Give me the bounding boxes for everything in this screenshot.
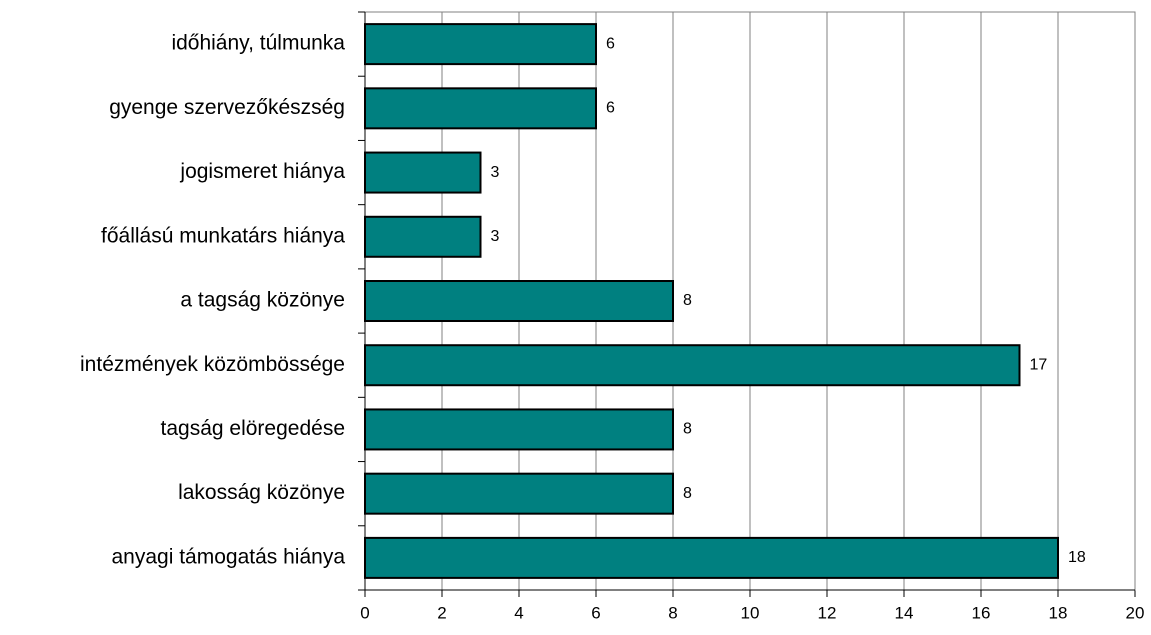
y-tick-label: tagság elöregedése xyxy=(161,417,345,440)
x-tick-label: 16 xyxy=(972,603,991,622)
x-tick-label: 8 xyxy=(668,603,677,622)
y-tick-label: a tagság közönye xyxy=(180,289,345,312)
data-label: 6 xyxy=(606,35,615,52)
bar xyxy=(364,408,674,451)
bar xyxy=(364,87,597,130)
x-tick-label: 6 xyxy=(591,603,600,622)
x-tick-label: 2 xyxy=(437,603,446,622)
y-tick-label: anyagi támogatás hiánya xyxy=(112,545,346,568)
x-tick-label: 12 xyxy=(818,603,837,622)
x-tick-label: 20 xyxy=(1126,603,1145,622)
data-label: 6 xyxy=(606,100,615,117)
data-label: 3 xyxy=(491,164,500,181)
y-tick-label: főállású munkatárs hiánya xyxy=(101,224,345,247)
x-tick-label: 4 xyxy=(514,603,523,622)
y-tick-label: intézmények közömbössége xyxy=(80,353,345,376)
y-tick-label: lakosság közönye xyxy=(178,481,345,504)
bar xyxy=(364,280,674,322)
x-tick-label: 14 xyxy=(895,603,914,622)
bar xyxy=(364,344,1021,387)
data-label: 3 xyxy=(491,228,500,245)
data-label: 8 xyxy=(683,421,692,438)
bar xyxy=(364,23,597,66)
bar xyxy=(364,472,674,515)
bar xyxy=(364,151,482,194)
x-tick-label: 0 xyxy=(360,603,369,622)
data-label: 17 xyxy=(1030,356,1048,373)
data-label: 8 xyxy=(683,485,692,502)
data-label: 8 xyxy=(683,292,692,309)
y-tick-label: gyenge szervezőkészség xyxy=(109,96,345,119)
x-tick-label: 18 xyxy=(1049,603,1068,622)
x-tick-label: 10 xyxy=(741,603,760,622)
bar xyxy=(364,536,1059,579)
y-tick-label: jogismeret hiánya xyxy=(179,160,345,183)
y-tick-label: időhiány, túlmunka xyxy=(171,32,345,55)
bar xyxy=(364,215,482,258)
data-label: 18 xyxy=(1068,549,1086,566)
